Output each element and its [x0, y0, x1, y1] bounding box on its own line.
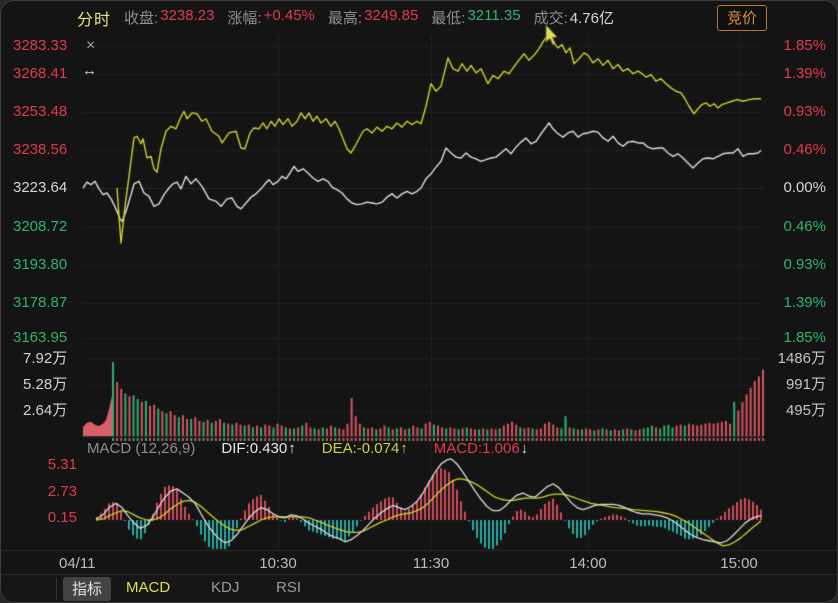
- time-tick-4: 15:00: [720, 555, 758, 572]
- axis-label: 495万: [785, 402, 826, 419]
- axis-label: 3208.72: [13, 218, 68, 235]
- axis-label: 1486万: [777, 350, 826, 367]
- axis-label: 0.46%: [783, 141, 826, 158]
- stat-1: 涨幅: +0.45%: [227, 7, 315, 27]
- top-stats-bar: 分时 收盘: 3238.23 涨幅: +0.45% 最高: 3249.85 最低: 3211.…: [1, 1, 837, 34]
- axis-label: 3238.56: [13, 141, 68, 158]
- axis-label: 3223.64: [13, 179, 68, 196]
- axis-label: 2.73: [47, 483, 77, 500]
- axis-label: 1.85%: [783, 37, 826, 54]
- tab-intraday[interactable]: 分时: [77, 11, 112, 29]
- axis-label: 7.92万: [23, 350, 68, 367]
- close-icon[interactable]: ×: [86, 37, 96, 54]
- dea-up-arrow: ↑: [400, 440, 408, 457]
- macd-down-arrow: ↓: [520, 440, 529, 457]
- axis-label: 991万: [785, 376, 826, 393]
- axis-label: 1.39%: [783, 294, 826, 311]
- axis-label: 1.39%: [783, 65, 826, 82]
- axis-label: 3193.80: [13, 256, 68, 273]
- time-tick-3: 14:00: [569, 555, 607, 572]
- dif-up-arrow: ↑: [288, 440, 296, 457]
- dif-value: DIF:0.430↑: [221, 440, 296, 457]
- axis-label: 1.85%: [783, 329, 826, 346]
- macd-header: MACD (12,26,9) DIF:0.430↑ DEA:-0.074↑ MA…: [87, 440, 528, 457]
- footer-tab-MACD[interactable]: MACD: [126, 579, 171, 596]
- axis-label: 3163.95: [13, 329, 68, 346]
- axis-label: 0.15: [47, 509, 77, 526]
- axis-label: 3268.41: [13, 65, 68, 82]
- macd-value: MACD:1.006↓: [433, 440, 529, 457]
- stat-3: 最低: 3211.35: [431, 7, 521, 27]
- axis-label: 3253.48: [13, 103, 68, 120]
- footer-tab-RSI[interactable]: RSI: [276, 579, 302, 596]
- stat-2: 最高: 3249.85: [327, 7, 419, 27]
- time-tick-2: 11:30: [412, 555, 450, 572]
- footer-tab-指标[interactable]: 指标: [63, 577, 112, 601]
- auction-button[interactable]: 竞价: [716, 5, 767, 31]
- axis-label: 0.00%: [783, 179, 826, 196]
- stat-0: 收盘: 3238.23: [124, 7, 215, 27]
- footer-tab-KDJ[interactable]: KDJ: [211, 579, 240, 596]
- footer-divider: [56, 577, 57, 600]
- time-tick-0: 04/11: [59, 555, 96, 572]
- axis-label: 3283.33: [13, 37, 68, 54]
- axis-label: 5.31: [47, 456, 77, 473]
- macd-params-label[interactable]: MACD (12,26,9): [87, 440, 196, 457]
- stats-list: 收盘: 3238.23 涨幅: +0.45% 最高: 3249.85 最低: 3211.35 成…: [124, 7, 614, 28]
- axis-label: 2.64万: [23, 402, 68, 419]
- axis-label: 0.46%: [783, 218, 826, 235]
- axis-label: 0.93%: [783, 103, 826, 120]
- axis-label: 0.93%: [783, 256, 826, 273]
- time-axis: 04/11 10:30 11:30 14:00 15:00: [1, 552, 837, 577]
- horizontal-resize-icon[interactable]: ↔: [82, 62, 97, 79]
- time-tick-1: 10:30: [259, 555, 297, 572]
- indicator-tab-bar: 指标 MACD KDJ RSI: [1, 574, 837, 602]
- axis-label: 3178.87: [13, 294, 68, 311]
- stat-4: 成交: 4.76亿: [533, 10, 614, 27]
- axis-label: 5.28万: [23, 376, 68, 393]
- dea-value: DEA:-0.074↑: [321, 440, 408, 457]
